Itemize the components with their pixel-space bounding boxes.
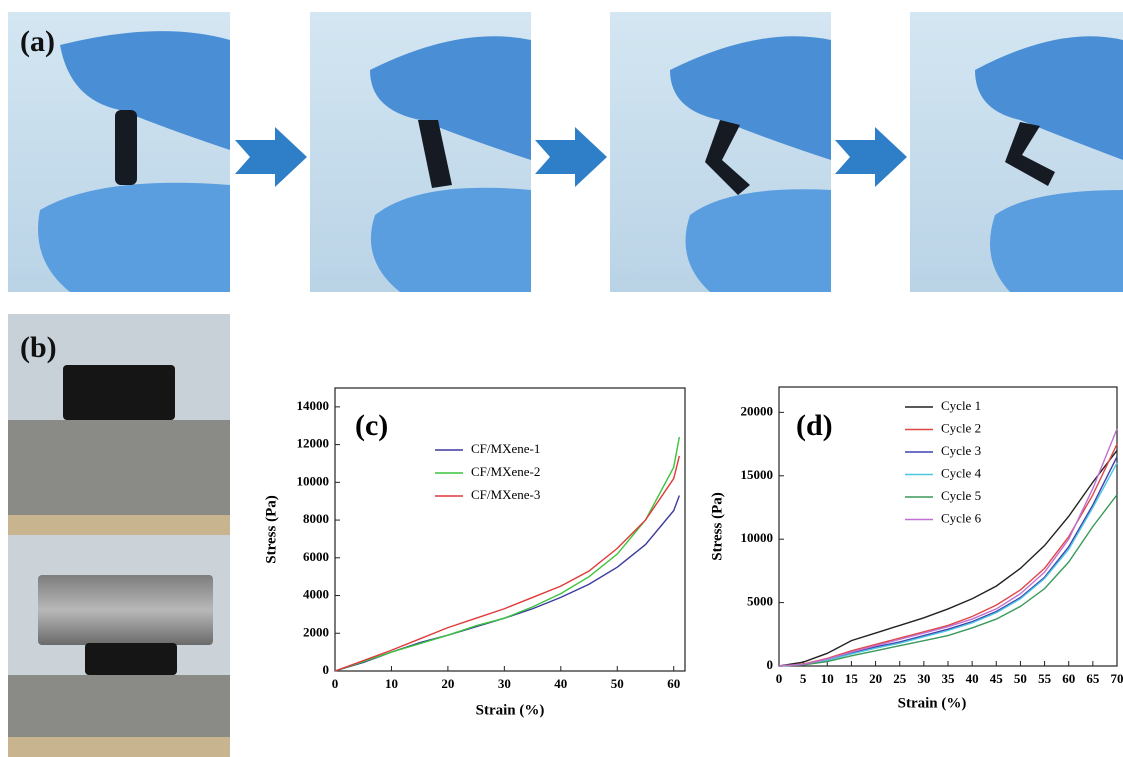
y-tick-label: 8000 <box>303 511 329 526</box>
y-tick-label: 6000 <box>303 549 329 564</box>
panel-label: (a) <box>20 25 55 58</box>
x-tick-label: 40 <box>966 671 979 686</box>
x-tick-label: 30 <box>917 671 930 686</box>
x-tick-label: 70 <box>1111 671 1123 686</box>
photo <box>310 12 531 292</box>
legend-label: Cycle 2 <box>941 420 981 435</box>
y-tick-label: 14000 <box>297 398 330 413</box>
panel-label: (d) <box>796 409 833 442</box>
legend-label: CF/MXene-1 <box>471 441 540 456</box>
y-tick-label: 10000 <box>297 473 330 488</box>
photo <box>610 12 831 292</box>
data-line <box>334 455 681 672</box>
x-tick-label: 10 <box>821 671 834 686</box>
y-tick-label: 20000 <box>741 403 774 418</box>
x-tick-label: 15 <box>845 671 859 686</box>
y-tick-label: 2000 <box>303 624 329 639</box>
x-tick-label: 65 <box>1086 671 1100 686</box>
legend-label: CF/MXene-3 <box>471 487 540 502</box>
y-tick-label: 5000 <box>747 594 773 609</box>
x-tick-label: 0 <box>332 676 339 691</box>
arrow <box>535 127 607 187</box>
legend-label: Cycle 4 <box>941 465 982 480</box>
y-tick-label: 0 <box>767 657 774 672</box>
data-line <box>778 443 1118 667</box>
panel-label: (b) <box>20 331 57 364</box>
data-line <box>778 428 1118 667</box>
data-line <box>334 495 681 672</box>
y-axis-title: Stress (Pa) <box>263 495 279 563</box>
photo <box>8 12 230 292</box>
legend-label: CF/MXene-2 <box>471 464 540 479</box>
legend-label: Cycle 6 <box>941 510 982 525</box>
x-tick-label: 35 <box>942 671 956 686</box>
photo-compression: (b) <box>8 314 230 757</box>
x-tick-label: 50 <box>1014 671 1027 686</box>
x-tick-label: 60 <box>1062 671 1075 686</box>
chart: 0 10 20 30 40 50 60 0 2000 4000 6000 8000 10000 12000… <box>263 387 686 718</box>
y-tick-label: 4000 <box>303 587 329 602</box>
x-tick-label: 0 <box>776 671 783 686</box>
x-tick-label: 55 <box>1038 671 1052 686</box>
x-tick-label: 30 <box>498 676 511 691</box>
legend-label: Cycle 3 <box>941 443 981 458</box>
chart: 0 5 10 15 20 25 30 35 40 45 50 55 60 65 70 0 5000 10000 15… <box>709 386 1123 711</box>
arrow <box>835 127 907 187</box>
y-tick-label: 12000 <box>297 436 330 451</box>
legend-label: Cycle 5 <box>941 488 981 503</box>
x-tick-label: 25 <box>893 671 907 686</box>
data-line <box>778 494 1118 667</box>
y-tick-label: 10000 <box>741 530 774 545</box>
plot-frame <box>334 387 686 672</box>
x-tick-label: 60 <box>667 676 680 691</box>
charts: 0 10 20 30 40 50 60020004000600080001000012000… <box>263 386 1123 718</box>
photo-sequence: (a) <box>8 12 1123 292</box>
y-axis-title: Stress (Pa) <box>709 492 725 560</box>
x-tick-label: 20 <box>869 671 882 686</box>
y-tick-label: 15000 <box>741 467 774 482</box>
x-tick-label: 40 <box>554 676 567 691</box>
x-tick-label: 45 <box>990 671 1004 686</box>
legend-label: Cycle 1 <box>941 398 981 413</box>
x-tick-label: 5 <box>800 671 807 686</box>
x-tick-label: 10 <box>385 676 398 691</box>
x-tick-label: 50 <box>611 676 624 691</box>
data-line <box>778 462 1118 667</box>
x-axis-title: Strain (%) <box>476 702 545 718</box>
data-line <box>778 449 1118 667</box>
arrow <box>235 127 307 187</box>
y-tick-label: 0 <box>323 662 330 677</box>
panel-label: (c) <box>355 409 388 442</box>
x-axis-title: Strain (%) <box>898 695 967 711</box>
photo <box>910 12 1123 292</box>
x-tick-label: 20 <box>441 676 454 691</box>
